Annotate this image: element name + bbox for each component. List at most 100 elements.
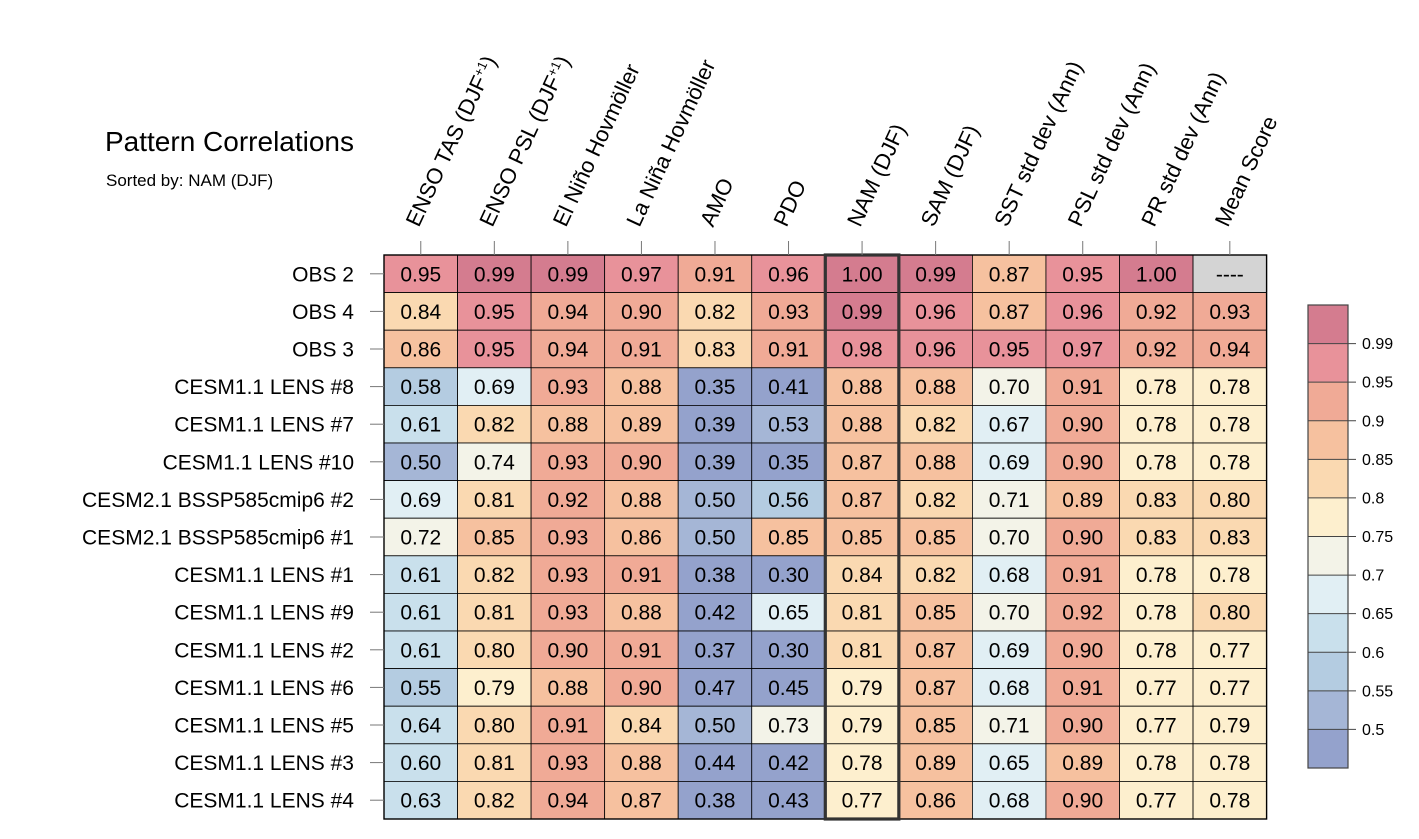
heatmap-cell xyxy=(972,630,1047,669)
cell-value: 0.80 xyxy=(474,639,515,662)
cell-value: 0.91 xyxy=(621,564,662,587)
cell-value: 0.38 xyxy=(695,564,736,587)
cell-value: 1.00 xyxy=(1136,263,1177,286)
cell-value: 0.41 xyxy=(768,376,809,399)
heatmap-cell xyxy=(972,705,1047,745)
heatmap-cell xyxy=(383,367,458,406)
heatmap-cell xyxy=(1045,329,1120,369)
cell-value: 0.73 xyxy=(768,715,809,738)
heatmap-cell xyxy=(604,442,679,481)
cell-value: 0.86 xyxy=(915,790,956,813)
heatmap-cell xyxy=(1192,668,1268,707)
heatmap-cell xyxy=(457,329,532,369)
heatmap-cell xyxy=(677,442,753,481)
heatmap-cell xyxy=(457,555,532,594)
heatmap-cell xyxy=(383,517,458,557)
cell-value: 0.39 xyxy=(695,451,736,474)
cell-value: 0.30 xyxy=(768,564,809,587)
heatmap-cell xyxy=(972,329,1047,369)
column-label: SAM (DJF) xyxy=(915,121,984,230)
heatmap-cell xyxy=(530,480,606,519)
cell-value: 0.83 xyxy=(1136,527,1177,550)
cell-value: 0.96 xyxy=(915,339,956,362)
cell-value: 0.89 xyxy=(915,752,956,775)
heatmap-cell xyxy=(383,705,458,745)
cell-value: 0.87 xyxy=(915,639,956,662)
cell-value: 0.68 xyxy=(989,564,1030,587)
cell-value: 0.42 xyxy=(695,602,736,625)
cell-value: 0.85 xyxy=(915,527,956,550)
cell-value: 0.88 xyxy=(621,489,662,512)
cell-value: 0.87 xyxy=(842,489,883,512)
heatmap-cell xyxy=(604,517,679,557)
heatmap-cell xyxy=(898,781,973,820)
cell-value: 0.82 xyxy=(915,414,956,437)
cell-value: 0.68 xyxy=(989,790,1030,813)
heatmap-cell xyxy=(1045,292,1120,331)
chart-subtitle: Sorted by: NAM (DJF) xyxy=(106,171,274,190)
heatmap-cell xyxy=(898,480,973,519)
heatmap-cell xyxy=(972,404,1047,444)
cell-value: 0.82 xyxy=(915,489,956,512)
cell-value: 0.79 xyxy=(842,677,883,700)
cell-value: 0.68 xyxy=(989,677,1030,700)
heatmap-cell xyxy=(1119,254,1194,293)
heatmap-cell xyxy=(457,442,532,481)
heatmap-cell xyxy=(677,329,753,369)
cell-value: 0.90 xyxy=(1062,790,1103,813)
cell-value: 0.78 xyxy=(1136,639,1177,662)
cell-value: 0.88 xyxy=(547,677,588,700)
cell-value: 0.82 xyxy=(695,301,736,324)
cell-value: 0.72 xyxy=(400,527,441,550)
cell-value: 0.85 xyxy=(768,527,809,550)
heatmap-cell xyxy=(383,442,458,481)
cell-value: 0.50 xyxy=(400,451,441,474)
heatmap-cell xyxy=(677,555,753,594)
cell-value: 0.53 xyxy=(768,414,809,437)
heatmap-cell xyxy=(1045,480,1120,519)
cell-value: 0.93 xyxy=(547,376,588,399)
cell-value: 0.83 xyxy=(1136,489,1177,512)
cell-value: 0.94 xyxy=(1209,339,1250,362)
cell-value: 0.78 xyxy=(1136,451,1177,474)
cell-value: 0.85 xyxy=(474,527,515,550)
cell-value: 0.95 xyxy=(474,339,515,362)
cell-value: 0.90 xyxy=(1062,414,1103,437)
cell-value: 0.88 xyxy=(842,376,883,399)
cell-value: 0.96 xyxy=(915,301,956,324)
heatmap-cell xyxy=(1045,517,1120,557)
colorbar-swatch xyxy=(1308,536,1348,576)
heatmap-cell xyxy=(604,743,679,782)
cell-value: 0.81 xyxy=(474,752,515,775)
cell-value: 0.85 xyxy=(842,527,883,550)
colorbar-swatch xyxy=(1308,575,1348,614)
cell-value: 0.88 xyxy=(621,376,662,399)
cell-value: 0.77 xyxy=(1136,677,1177,700)
cell-value: 0.80 xyxy=(474,715,515,738)
cell-value: 0.79 xyxy=(474,677,515,700)
heatmap-cell xyxy=(457,292,532,331)
cell-value: 0.88 xyxy=(842,414,883,437)
heatmap-cell xyxy=(604,404,679,444)
heatmap-cell xyxy=(1119,517,1194,557)
cell-value: 0.88 xyxy=(621,752,662,775)
cell-value: 0.88 xyxy=(547,414,588,437)
cell-value: 0.87 xyxy=(989,301,1030,324)
colorbar-swatch xyxy=(1308,305,1348,344)
heatmap-cell xyxy=(604,292,679,331)
heatmap-cell xyxy=(751,593,826,632)
cell-value: 0.38 xyxy=(695,790,736,813)
cell-value: 0.99 xyxy=(474,263,515,286)
cell-value: 0.85 xyxy=(915,602,956,625)
heatmap-cell xyxy=(751,743,826,782)
cell-value: 0.95 xyxy=(400,263,441,286)
cell-value: 0.61 xyxy=(400,602,441,625)
heatmap-cell xyxy=(824,593,900,632)
heatmap-cell xyxy=(1045,593,1120,632)
heatmap-cell xyxy=(457,781,532,820)
cell-value: 0.45 xyxy=(768,677,809,700)
heatmap-cell xyxy=(530,404,606,444)
heatmap-cell xyxy=(383,555,458,594)
cell-value: 0.78 xyxy=(1209,414,1250,437)
cell-value: 0.71 xyxy=(989,489,1030,512)
